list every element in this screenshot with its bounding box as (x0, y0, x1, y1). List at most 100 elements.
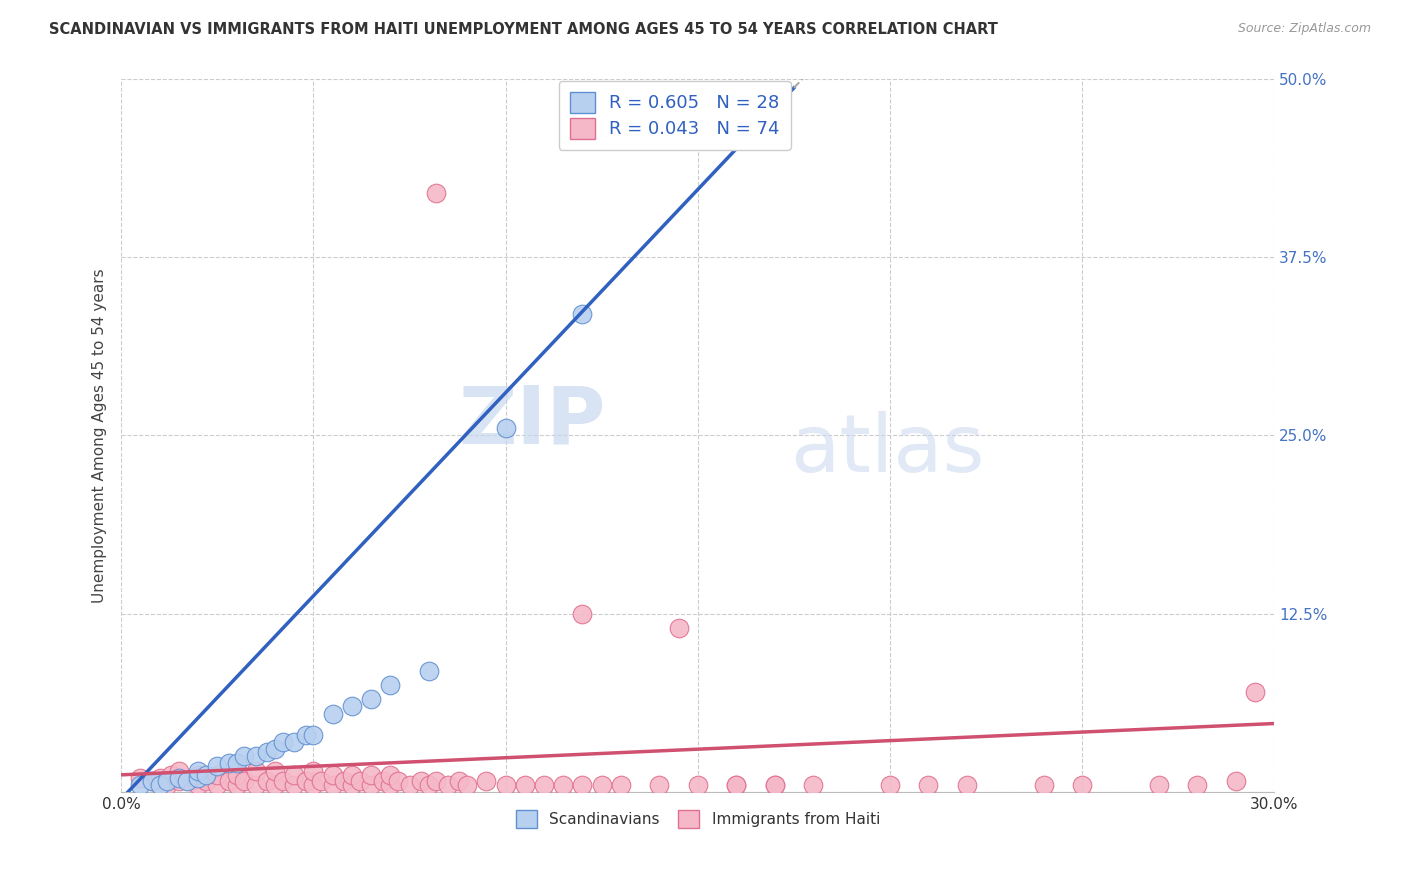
Point (283, 735, 305, 749)
Point (294, 728, 316, 742)
Point (449, 773, 471, 788)
Point (207, 759, 229, 773)
Point (129, 778, 152, 792)
Point (187, 764, 209, 778)
Point (725, 115, 748, 129)
Point (271, 735, 294, 749)
Point (668, 621, 690, 635)
Point (256, 745, 278, 759)
Point (425, 773, 447, 788)
Point (141, 773, 163, 788)
Point (380, 678, 402, 692)
Point (187, 771, 209, 785)
Point (610, 778, 633, 792)
Point (725, 778, 748, 792)
Point (360, 692, 382, 706)
Point (1244, 685, 1267, 699)
Point (1147, 778, 1170, 792)
Point (725, 778, 748, 792)
Text: ZIP: ZIP (458, 382, 606, 460)
Point (302, 778, 325, 792)
Point (571, 607, 593, 621)
Point (245, 778, 267, 792)
Point (245, 764, 267, 778)
Point (879, 778, 901, 792)
Point (591, 778, 613, 792)
Point (495, 421, 517, 435)
Point (194, 768, 217, 782)
Point (571, 307, 593, 321)
Point (225, 768, 247, 782)
Point (437, 778, 460, 792)
Point (156, 773, 179, 788)
Legend: Scandinavians, Immigrants from Haiti: Scandinavians, Immigrants from Haiti (509, 805, 886, 834)
Point (207, 778, 229, 792)
Point (187, 778, 209, 792)
Point (1187, 778, 1209, 792)
Point (256, 773, 278, 788)
Point (245, 749, 267, 764)
Point (264, 778, 287, 792)
Point (160, 768, 183, 782)
Point (571, 778, 593, 792)
Point (1071, 778, 1094, 792)
Point (456, 778, 478, 792)
Point (179, 773, 201, 788)
Point (340, 778, 363, 792)
Point (418, 664, 440, 678)
Point (409, 773, 432, 788)
Point (149, 778, 172, 792)
Point (264, 742, 287, 756)
Point (333, 773, 356, 788)
Point (956, 778, 979, 792)
Y-axis label: Unemployment Among Ages 45 to 54 years: Unemployment Among Ages 45 to 54 years (93, 268, 107, 603)
Point (225, 756, 247, 771)
Point (340, 699, 363, 714)
Point (360, 768, 382, 782)
Point (149, 771, 172, 785)
Point (763, 778, 786, 792)
Point (371, 773, 394, 788)
Point (156, 778, 179, 792)
Point (294, 773, 316, 788)
Point (360, 778, 382, 792)
Point (398, 778, 420, 792)
Point (340, 768, 363, 782)
Point (533, 778, 555, 792)
Point (513, 778, 536, 792)
Point (380, 778, 402, 792)
Point (283, 768, 305, 782)
Point (309, 773, 332, 788)
Point (425, 186, 447, 200)
Point (917, 778, 939, 792)
Point (187, 768, 209, 782)
Point (141, 773, 163, 788)
Point (233, 749, 256, 764)
Point (763, 778, 786, 792)
Point (194, 773, 217, 788)
Text: atlas: atlas (790, 410, 984, 489)
Point (225, 778, 247, 792)
Point (322, 768, 344, 782)
Point (475, 773, 498, 788)
Point (380, 768, 402, 782)
Point (218, 773, 240, 788)
Point (387, 773, 409, 788)
Point (129, 771, 152, 785)
Point (322, 778, 344, 792)
Point (167, 773, 190, 788)
Point (233, 773, 256, 788)
Point (349, 773, 371, 788)
Point (302, 728, 325, 742)
Text: Source: ZipAtlas.com: Source: ZipAtlas.com (1237, 22, 1371, 36)
Point (801, 778, 824, 792)
Point (1225, 773, 1247, 788)
Point (176, 773, 198, 788)
Point (553, 778, 575, 792)
Text: SCANDINAVIAN VS IMMIGRANTS FROM HAITI UNEMPLOYMENT AMONG AGES 45 TO 54 YEARS COR: SCANDINAVIAN VS IMMIGRANTS FROM HAITI UN… (49, 22, 998, 37)
Point (264, 764, 287, 778)
Point (167, 771, 190, 785)
Point (283, 778, 305, 792)
Point (495, 778, 517, 792)
Point (648, 778, 671, 792)
